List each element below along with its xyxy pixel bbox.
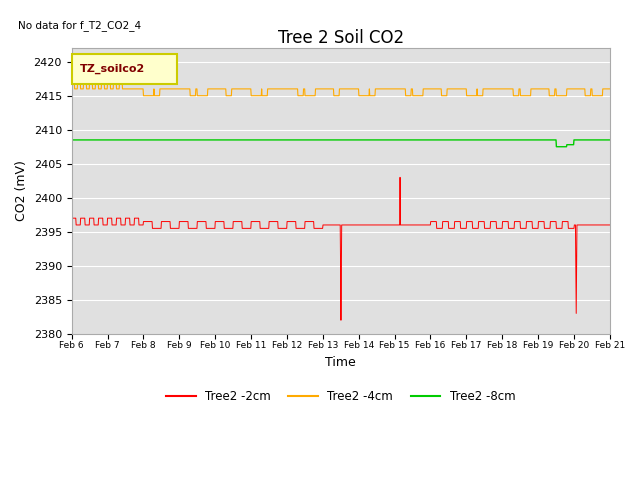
Text: TZ_soilco2: TZ_soilco2 (80, 64, 145, 74)
Tree2 -4cm (495, 86, 502, 92)
Tree2 -2cm (248, 219, 255, 225)
Y-axis label: CO2 (mV): CO2 (mV) (15, 160, 28, 221)
Tree2 -2cm (495, 226, 503, 231)
Tree2 -8cm (606, 137, 614, 143)
Tree2 -2cm (425, 222, 433, 228)
Line: Tree2 -4cm: Tree2 -4cm (72, 82, 610, 96)
Tree2 -2cm (606, 222, 614, 228)
Tree2 -2cm (188, 226, 195, 231)
Tree2 -2cm (543, 226, 550, 231)
Tree2 -8cm (495, 137, 502, 143)
Tree2 -4cm (424, 86, 432, 92)
Line: Tree2 -2cm: Tree2 -2cm (72, 177, 610, 320)
Tree2 -4cm (248, 93, 256, 98)
Tree2 -4cm (175, 86, 182, 92)
Tree2 -2cm (337, 317, 345, 323)
Tree2 -4cm (606, 86, 614, 92)
FancyBboxPatch shape (72, 54, 177, 84)
Tree2 -8cm (552, 144, 560, 150)
Tree2 -8cm (188, 137, 195, 143)
Text: No data for f_T2_CO2_4: No data for f_T2_CO2_4 (18, 20, 141, 31)
Tree2 -2cm (175, 226, 182, 231)
Tree2 -4cm (188, 93, 196, 98)
Tree2 -4cm (68, 79, 76, 85)
Tree2 -4cm (140, 93, 147, 98)
Tree2 -2cm (396, 174, 404, 180)
Tree2 -8cm (175, 137, 182, 143)
Tree2 -8cm (248, 137, 255, 143)
Title: Tree 2 Soil CO2: Tree 2 Soil CO2 (278, 28, 404, 47)
Tree2 -8cm (424, 137, 432, 143)
Tree2 -2cm (68, 216, 76, 221)
Line: Tree2 -8cm: Tree2 -8cm (72, 140, 610, 147)
Tree2 -8cm (68, 137, 76, 143)
Legend: Tree2 -2cm, Tree2 -4cm, Tree2 -8cm: Tree2 -2cm, Tree2 -4cm, Tree2 -8cm (161, 385, 520, 408)
Tree2 -8cm (542, 137, 550, 143)
Tree2 -4cm (543, 86, 550, 92)
X-axis label: Time: Time (325, 356, 356, 369)
